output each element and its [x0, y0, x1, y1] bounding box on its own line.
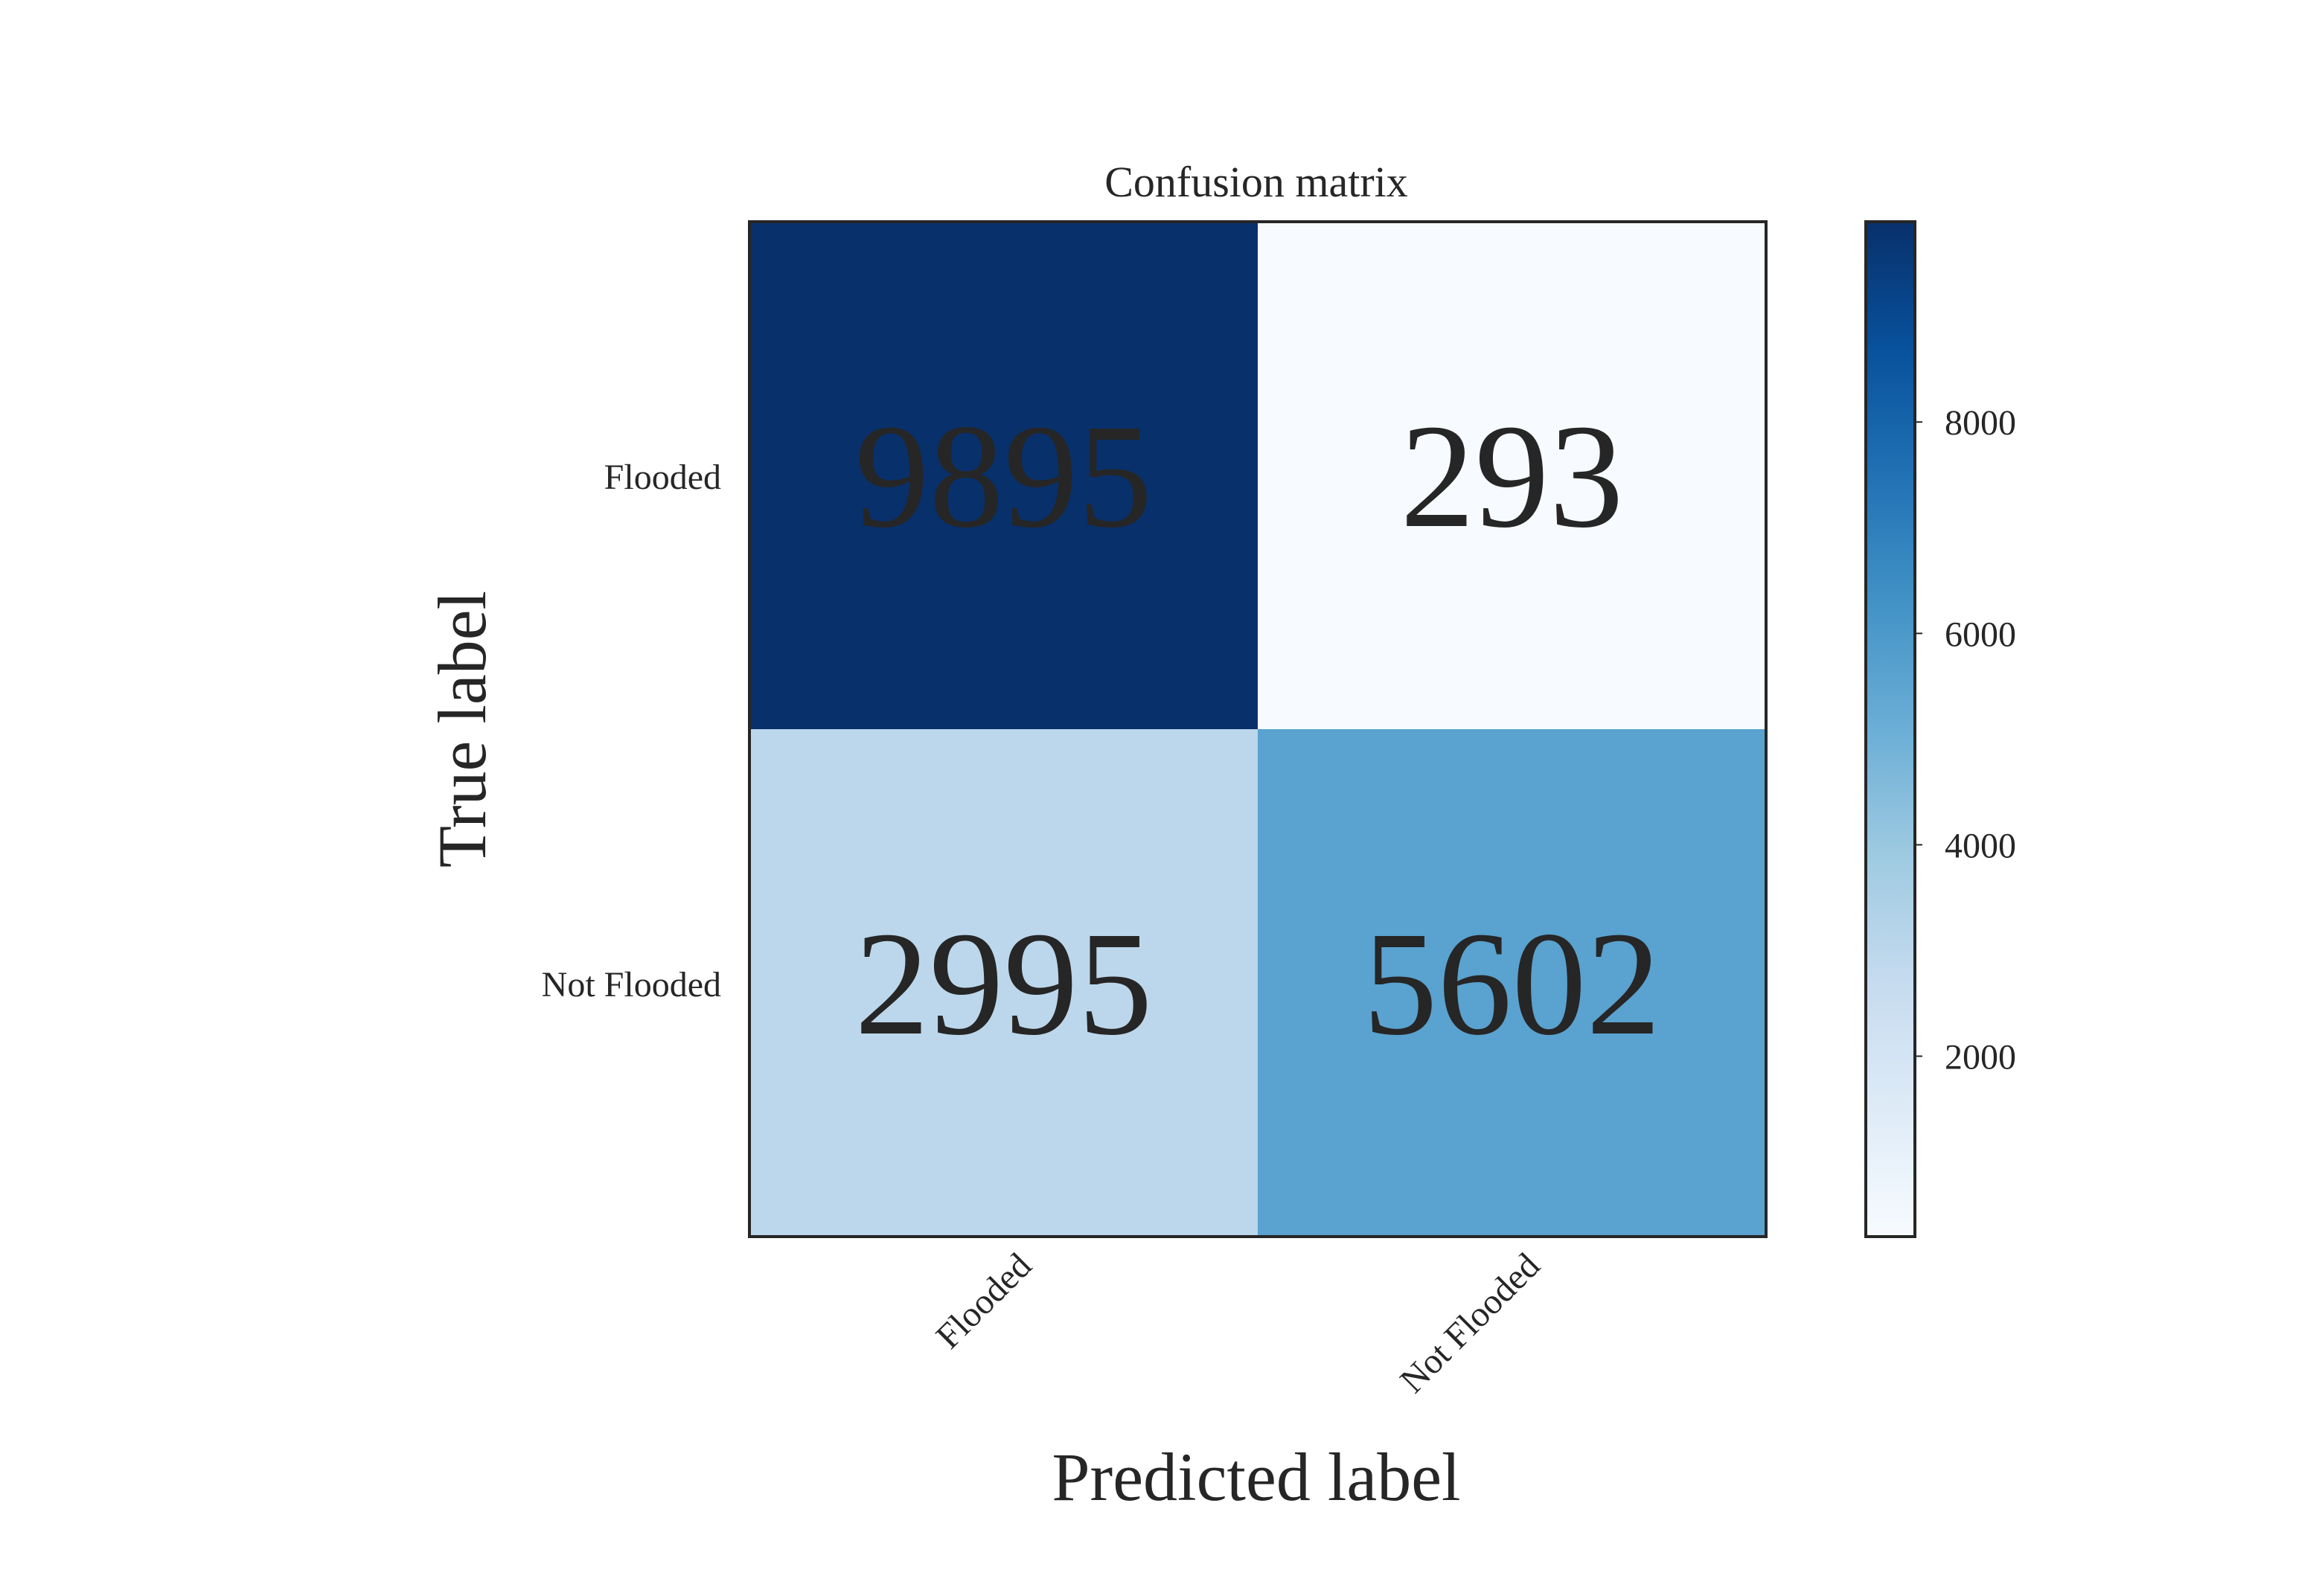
heatmap-cell-1-0: [749, 729, 1258, 1237]
cell-value-1-1: 5602: [1363, 902, 1661, 1066]
cell-value-labels: 9895 293 2995 5602: [855, 394, 1661, 1066]
y-tick-label: Not Flooded: [542, 965, 721, 1004]
x-axis-label: Predicted label: [1052, 1439, 1460, 1515]
colorbar-tick-label: 4000: [1945, 826, 2016, 865]
colorbar-tick-label: 8000: [1945, 403, 2016, 443]
colorbar-tick-labels: 2000 4000 6000 8000: [1915, 403, 2016, 1077]
x-tick-label: Not Flooded: [1392, 1246, 1547, 1400]
colorbar-tick-label: 2000: [1945, 1038, 2016, 1077]
x-tick-label: Flooded: [929, 1246, 1040, 1356]
heatmap-cell-0-0: [749, 222, 1258, 730]
colorbar-tick-label: 6000: [1945, 615, 2016, 654]
x-tick-labels: Flooded Not Flooded: [929, 1246, 1548, 1400]
cell-value-0-0: 9895: [855, 394, 1153, 559]
heatmap-cells: [749, 222, 1767, 1237]
heatmap-cell-1-1: [1258, 729, 1767, 1237]
plot-frame: [748, 220, 1768, 1238]
cell-value-0-1: 293: [1401, 394, 1624, 559]
cell-value-1-0: 2995: [855, 902, 1153, 1066]
y-tick-label: Flooded: [604, 458, 721, 497]
heatmap-cell-0-1: [1258, 222, 1767, 730]
y-tick-labels: Flooded Not Flooded: [542, 458, 721, 1004]
chart-title: Confusion matrix: [1104, 158, 1408, 206]
y-axis-label: True label: [424, 591, 500, 868]
colorbar: [1864, 220, 1916, 1238]
